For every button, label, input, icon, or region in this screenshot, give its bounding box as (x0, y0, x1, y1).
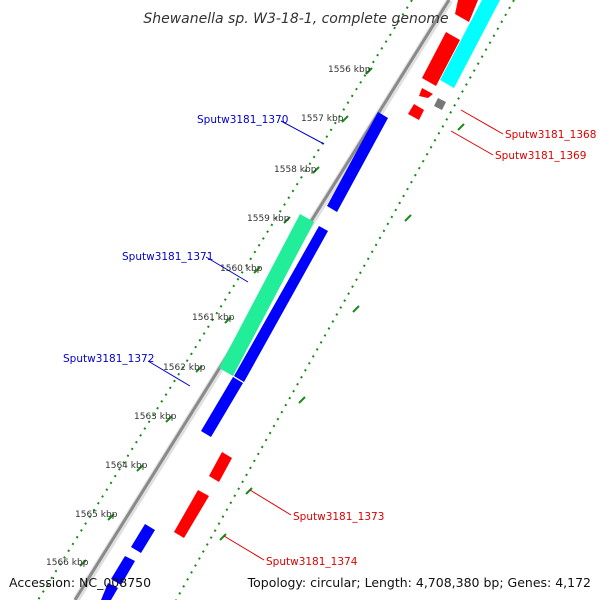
gene-feature-red-top-1[interactable] (455, 0, 478, 22)
kbp-label-1561: 1561 kbp (192, 313, 235, 323)
gene-feature-sputw3181-1371[interactable] (219, 214, 314, 376)
kbp-label-1566: 1566 kbp (46, 558, 89, 568)
gene-feature-sputw3181-1372b[interactable] (201, 377, 243, 437)
kbp-label-1564: 1564 kbp (105, 461, 148, 471)
gene-feature-small-blue-3[interactable] (101, 583, 118, 600)
kbp-tick-1559: 1559 kbp (247, 214, 291, 224)
kbp-tick-1561: 1561 kbp (192, 313, 235, 324)
kbp-label-1556: 1556 kbp (328, 65, 371, 75)
gene-label-text: Sputw3181_1372 (63, 353, 154, 365)
kbp-tick-1564: 1564 kbp (105, 461, 148, 472)
kbp-tick-1562: 1562 kbp (163, 363, 206, 373)
gene-label-text: Sputw3181_1368 (505, 129, 596, 141)
gene-label-sputw3181-1373[interactable]: Sputw3181_1373 (249, 489, 384, 523)
kbp-label-1558: 1558 kbp (274, 165, 317, 175)
forward-strand-features (101, 112, 388, 600)
kbp-label-1562: 1562 kbp (163, 363, 206, 373)
gene-feature-cyan-top[interactable] (440, 0, 500, 88)
gene-feature-sputw3181-1369[interactable] (408, 104, 424, 120)
kbp-scale: 1556 kbp 1557 kbp 1558 kbp 1559 kbp 1560… (46, 65, 373, 568)
gene-feature-sputw3181-1368[interactable] (419, 88, 433, 98)
accession-text: Accession: NC_008750 (9, 575, 151, 590)
inner-track-ticks (219, 123, 465, 541)
kbp-label-1557: 1557 kbp (301, 114, 344, 124)
gene-label-text: Sputw3181_1369 (495, 150, 586, 162)
gene-feature-sputw3181-1373[interactable] (209, 452, 232, 482)
gene-label-text: Sputw3181_1370 (197, 114, 288, 126)
kbp-label-1565: 1565 kbp (75, 510, 118, 520)
gene-label-text: Sputw3181_1373 (293, 511, 384, 523)
outer-tick-track (37, 0, 413, 600)
gene-label-sputw3181-1374[interactable]: Sputw3181_1374 (223, 535, 358, 568)
topology-text: Topology: circular; Length: 4,708,380 bp… (247, 575, 591, 590)
gene-label-text: Sputw3181_1374 (266, 556, 358, 568)
gene-label-text: Sputw3181_1371 (122, 251, 213, 263)
gene-feature-small-blue-1[interactable] (131, 524, 155, 553)
gene-feature-sputw3181-1374[interactable] (174, 490, 209, 538)
gene-label-sputw3181-1369[interactable]: Sputw3181_1369 (450, 130, 586, 162)
inner-tick-track (175, 0, 515, 600)
kbp-tick-1565: 1565 kbp (75, 510, 118, 521)
genome-title: Shewanella sp. W3-18-1, complete genome (143, 11, 448, 27)
kbp-label-1559: 1559 kbp (247, 214, 290, 224)
gene-label-sputw3181-1370[interactable]: Sputw3181_1370 (197, 114, 325, 145)
kbp-tick-1563: 1563 kbp (134, 412, 177, 423)
gene-feature-sputw3181-1370[interactable] (327, 112, 388, 212)
gene-label-sputw3181-1371[interactable]: Sputw3181_1371 (122, 251, 249, 283)
gene-label-sputw3181-1368[interactable]: Sputw3181_1368 (460, 109, 596, 141)
gene-label-sputw3181-1372[interactable]: Sputw3181_1372 (63, 353, 191, 387)
gene-feature-sputw3181-1372a[interactable] (234, 226, 328, 382)
kbp-tick-1566: 1566 kbp (46, 558, 89, 568)
kbp-tick-1556: 1556 kbp (328, 65, 373, 75)
gene-feature-small-blue-2[interactable] (111, 556, 135, 585)
kbp-label-1563: 1563 kbp (134, 412, 177, 422)
kbp-tick-1558: 1558 kbp (274, 165, 320, 175)
kbp-label-1560: 1560 kbp (220, 264, 263, 274)
gene-feature-grey-small[interactable] (434, 98, 446, 110)
gene-feature-red-top-2[interactable] (422, 32, 460, 86)
kbp-tick-1557: 1557 kbp (301, 114, 349, 124)
reverse-strand-features (174, 0, 500, 538)
kbp-tick-1560: 1560 kbp (220, 264, 263, 274)
